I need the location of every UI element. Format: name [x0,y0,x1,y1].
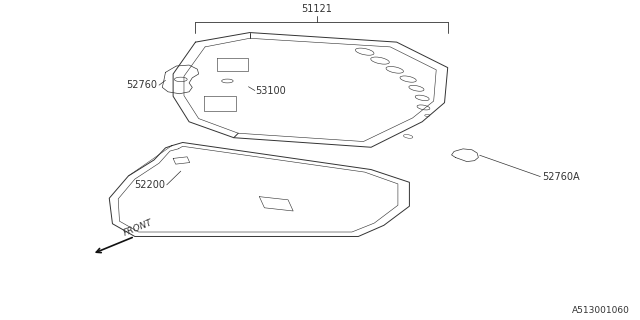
Text: 52760: 52760 [126,80,157,90]
Text: 52200: 52200 [134,180,166,190]
Text: 52760A: 52760A [542,172,580,181]
Text: 53100: 53100 [255,85,285,96]
Text: A513001060: A513001060 [572,306,630,315]
Text: FRONT: FRONT [122,218,154,238]
Text: 51121: 51121 [301,4,332,14]
